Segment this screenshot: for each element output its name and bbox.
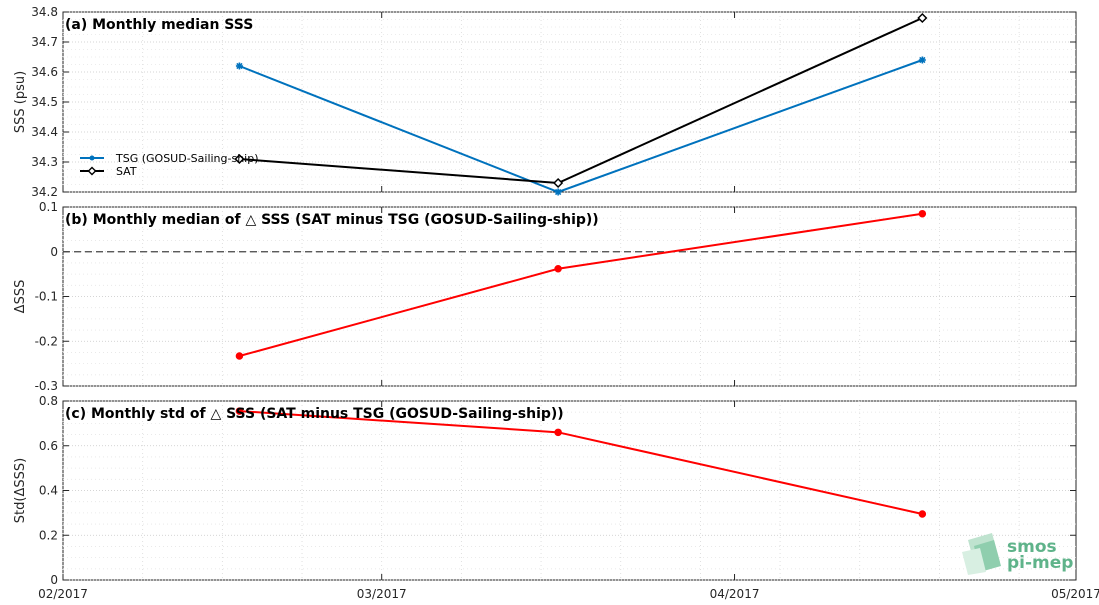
x-tick-label: 05/2017 (1051, 587, 1099, 601)
y-tick-label: -0.1 (35, 290, 58, 304)
panel-1: -0.3 -0.2 -0.1 0 0.1 ΔSSS (b) Monthly median o… (13, 200, 1077, 393)
y-tick-label: 0 (50, 573, 58, 587)
y-axis-label: ΔSSS (13, 280, 28, 314)
y-tick-label: -0.2 (35, 334, 58, 348)
y-tick-label: 34.3 (31, 155, 58, 169)
logo-text-line1: smos (1007, 537, 1057, 557)
x-tick-label: 02/2017 (38, 587, 88, 601)
data-point (917, 12, 928, 24)
y-tick-label: 0.1 (39, 200, 58, 214)
y-tick-label: -0.3 (35, 379, 58, 393)
y-tick-label: 0.8 (39, 394, 58, 408)
legend-marker (89, 155, 95, 161)
data-point (554, 428, 562, 437)
x-tick-label: 04/2017 (710, 587, 760, 601)
y-axis-label: SSS (psu) (13, 71, 28, 133)
data-point (554, 188, 562, 196)
y-tick-label: 0.2 (39, 528, 58, 542)
logo-mark-front (962, 548, 986, 575)
x-axis-tick-labels: 02/2017 03/2017 04/2017 05/2017 (38, 587, 1099, 601)
data-point (234, 153, 245, 165)
y-tick-label: 34.4 (31, 125, 58, 139)
legend-label: SAT (116, 165, 137, 178)
panel-title: (a) Monthly median SSS (65, 17, 253, 33)
y-tick-label: 34.8 (31, 5, 58, 19)
data-point (918, 510, 927, 518)
legend-label: TSG (GOSUD-Sailing-ship) (115, 152, 259, 165)
data-point (554, 265, 562, 273)
y-tick-label: 0 (50, 245, 58, 259)
y-tick-label: 34.2 (31, 185, 58, 199)
panel-0: 34.2 34.3 34.4 34.5 34.6 34.7 34.8 SSS (psu) (a)… (13, 5, 1077, 199)
panel-2: 0 0.2 0.4 0.6 0.8 Std(ΔSSS) (c) Monthly std of… (13, 394, 1077, 587)
data-point (553, 177, 564, 189)
data-point (918, 56, 926, 64)
legend-marker (87, 166, 97, 176)
y-tick-label: 34.7 (31, 35, 58, 49)
y-tick-label: 34.5 (31, 95, 58, 109)
logo-text-line2: pi-mep (1007, 553, 1073, 573)
y-axis-label: Std(ΔSSS) (13, 458, 28, 523)
y-tick-label: 0.6 (39, 439, 58, 453)
data-point (235, 62, 243, 70)
data-point (235, 407, 244, 415)
x-tick-label: 03/2017 (357, 587, 407, 601)
y-tick-label: 34.6 (31, 65, 58, 79)
panel-title: (b) Monthly median of △ SSS (SAT minus T… (65, 212, 599, 228)
y-tick-label: 0.4 (39, 484, 58, 498)
panel-title: (c) Monthly std of △ SSS (SAT minus TSG … (65, 406, 564, 422)
data-point (918, 209, 927, 218)
data-point (235, 352, 244, 360)
panels: 34.2 34.3 34.4 34.5 34.6 34.7 34.8 SSS (psu) (a)… (13, 5, 1077, 587)
smos-pi-mep-logo: smos pi-mep (962, 533, 1073, 575)
legend: TSG (GOSUD-Sailing-ship)SAT (80, 152, 259, 178)
